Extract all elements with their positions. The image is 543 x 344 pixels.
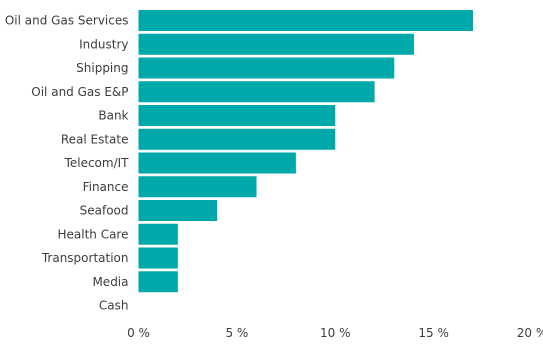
bar bbox=[138, 223, 178, 245]
x-tick-labels-group: 0 % 5 % 10 % 15 % 20 % bbox=[127, 326, 543, 340]
category-labels-group: Oil and Gas Services Industry Shipping Oil … bbox=[5, 14, 129, 313]
category-label: Media bbox=[92, 275, 128, 289]
category-label: Transportation bbox=[41, 251, 129, 265]
category-label: Health Care bbox=[57, 227, 128, 241]
x-tick-label: 5 % bbox=[225, 326, 248, 340]
category-label: Telecom/IT bbox=[64, 156, 130, 170]
category-label: Cash bbox=[99, 299, 129, 313]
category-label: Finance bbox=[83, 180, 129, 194]
bar bbox=[138, 152, 296, 174]
category-label: Oil and Gas Services bbox=[5, 14, 129, 28]
bar bbox=[138, 105, 336, 126]
bar bbox=[138, 57, 395, 79]
bar bbox=[138, 128, 336, 150]
category-label: Bank bbox=[98, 109, 128, 123]
bar bbox=[138, 247, 178, 269]
bar bbox=[138, 81, 375, 103]
category-label: Oil and Gas E&P bbox=[31, 85, 128, 99]
category-label: Real Estate bbox=[61, 132, 129, 146]
category-label: Industry bbox=[79, 37, 128, 51]
x-tick-label: 20 % bbox=[517, 326, 543, 340]
x-tick-label: 0 % bbox=[127, 326, 150, 340]
bar bbox=[138, 176, 257, 198]
bar bbox=[138, 200, 218, 221]
category-label: Seafood bbox=[80, 204, 129, 218]
bars-group bbox=[138, 10, 473, 293]
x-tick-label: 15 % bbox=[418, 326, 449, 340]
bar bbox=[138, 271, 178, 293]
x-tick-label: 10 % bbox=[320, 326, 351, 340]
bar bbox=[138, 10, 473, 31]
bar bbox=[138, 33, 414, 55]
category-label: Shipping bbox=[76, 61, 128, 75]
